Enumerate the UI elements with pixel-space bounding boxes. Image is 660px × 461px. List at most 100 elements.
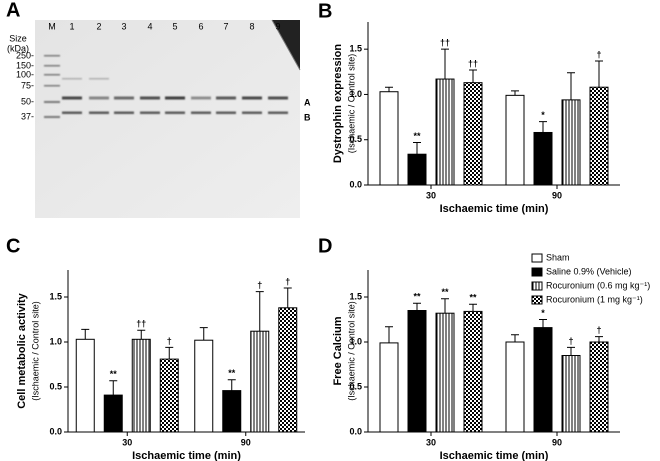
significance-label: ††	[440, 38, 450, 48]
gel-band	[62, 78, 82, 80]
bar	[463, 82, 483, 186]
x-tick-label: 90	[552, 190, 562, 200]
gel-band	[89, 111, 109, 114]
bar	[222, 390, 242, 433]
significance-label: ††	[136, 319, 146, 329]
legend-swatch	[531, 295, 543, 305]
gel-band	[114, 96, 134, 100]
error-bar	[165, 346, 174, 360]
gel-band	[191, 111, 211, 114]
x-tick-label: 30	[426, 190, 436, 200]
bar	[505, 341, 525, 433]
y-axis-title: Cell metabolic activity	[16, 292, 28, 408]
lane-label: 2	[96, 21, 101, 31]
lane-label: 7	[223, 21, 228, 31]
gel-band	[114, 111, 134, 114]
gel-band	[216, 96, 236, 100]
y-tick-label: 0.5	[349, 381, 362, 391]
x-tick-label: 90	[552, 437, 562, 447]
marker-label: 150-	[16, 60, 34, 70]
error-bar	[511, 334, 519, 342]
gel-band	[62, 96, 82, 100]
gel-band	[89, 96, 109, 100]
lane-label: 4	[147, 21, 152, 31]
bar	[407, 310, 427, 433]
bar	[435, 312, 455, 433]
bar	[75, 338, 95, 433]
error-bar	[413, 141, 421, 155]
y-axis-subtitle: (Ischaemic / Control site)	[346, 54, 356, 154]
size-label: (kDa)	[7, 43, 29, 53]
x-tick-label: 90	[241, 437, 251, 447]
error-bar	[109, 380, 118, 396]
bar	[250, 330, 270, 433]
x-tick-label: 30	[122, 437, 132, 447]
y-tick-label: 1.5	[349, 291, 362, 301]
marker-label: 250-	[16, 50, 34, 60]
lane-label: 1	[69, 21, 74, 31]
legend-label: Saline 0.9% (Vehicle)	[546, 266, 632, 276]
bar	[194, 339, 214, 433]
significance-label: ††	[468, 58, 478, 68]
band-label: A	[304, 97, 311, 107]
significance-label: **	[413, 292, 421, 302]
y-tick-label: 0.0	[349, 179, 362, 189]
gel-band	[268, 111, 288, 114]
bar	[278, 307, 298, 433]
gel-band	[242, 111, 262, 114]
significance-label: †	[285, 276, 290, 286]
gel-band	[216, 111, 236, 114]
gel-band	[62, 111, 82, 114]
error-bar	[539, 319, 547, 328]
panel-label: C	[6, 235, 20, 257]
bar	[435, 78, 455, 186]
lane-label: 8	[249, 21, 254, 31]
y-tick-label: 0.0	[349, 426, 362, 436]
significance-label: †	[596, 325, 601, 335]
bar	[463, 310, 483, 433]
error-bar	[413, 302, 421, 311]
significance-label: †	[568, 336, 573, 346]
y-tick-label: 1.5	[49, 291, 62, 301]
x-axis-title: Ischaemic time (min)	[440, 450, 549, 461]
x-tick-label: 30	[426, 437, 436, 447]
bar	[561, 99, 581, 186]
lane-header: M	[48, 21, 56, 31]
y-tick-label: 1.0	[349, 89, 362, 99]
bar	[379, 342, 399, 433]
y-tick-label: 1.0	[49, 336, 62, 346]
bar	[561, 355, 581, 433]
y-tick-label: 1.5	[349, 44, 362, 54]
error-bar	[469, 69, 477, 83]
error-bar	[469, 303, 477, 312]
bar	[379, 91, 399, 186]
bar	[533, 131, 553, 186]
y-tick-label: 1.0	[349, 336, 362, 346]
error-bar	[81, 328, 90, 340]
gel-band	[140, 96, 160, 100]
error-bar	[137, 329, 146, 340]
gel-band	[242, 96, 262, 100]
marker-label: 75-	[21, 80, 34, 90]
y-tick-label: 0.5	[49, 381, 62, 391]
gel-band	[191, 96, 211, 100]
significance-label: **	[441, 287, 449, 297]
gel-band	[89, 78, 109, 80]
size-label: Size	[9, 33, 27, 43]
significance-label: **	[110, 369, 118, 379]
bar	[159, 358, 179, 433]
x-axis-title: Ischaemic time (min)	[132, 450, 241, 461]
band-label: B	[304, 112, 311, 122]
error-bar	[441, 298, 449, 314]
legend-label: Sham	[546, 252, 570, 262]
x-axis-title: Ischaemic time (min)	[440, 203, 549, 215]
bar	[103, 394, 123, 433]
error-bar	[567, 346, 575, 356]
significance-label: †	[167, 336, 172, 346]
error-bar	[227, 379, 236, 391]
legend-label: Rocuronium (0.6 mg kg⁻¹)	[546, 280, 650, 290]
panel-label: D	[318, 235, 332, 257]
y-axis-title: Dystrophin expression	[332, 44, 344, 163]
error-bar	[283, 287, 292, 308]
lane-label: 5	[172, 21, 177, 31]
